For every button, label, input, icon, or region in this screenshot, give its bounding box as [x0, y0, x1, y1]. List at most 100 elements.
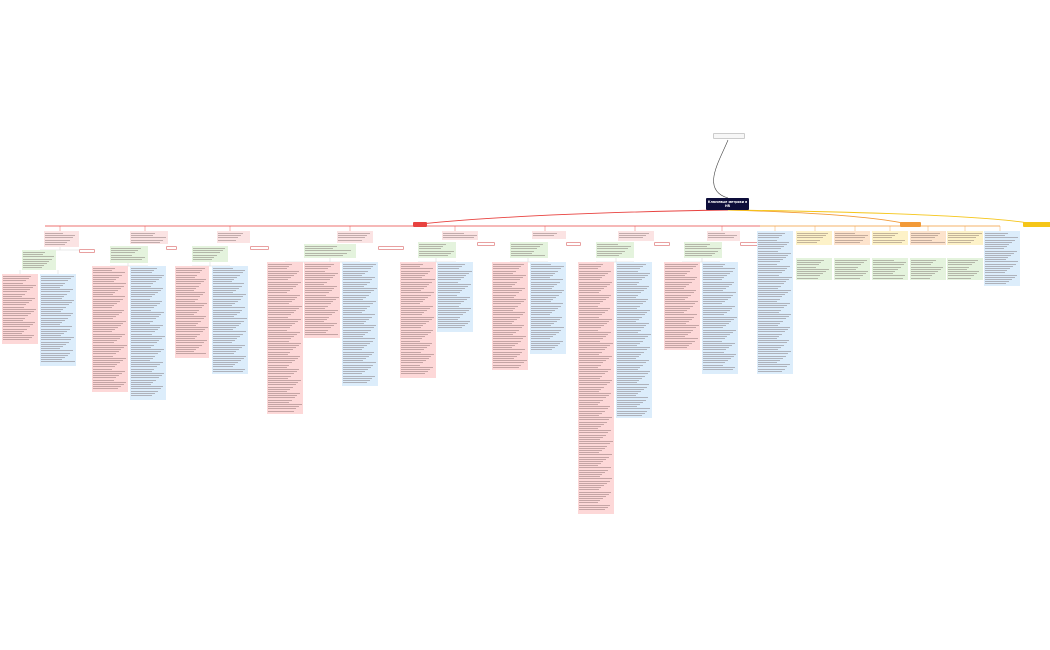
text-line: [176, 285, 199, 287]
orange-sub-2[interactable]: [834, 258, 870, 280]
text-line: [708, 235, 737, 236]
text-line: [3, 280, 26, 282]
desc-node-6[interactable]: [510, 242, 548, 258]
branch-header-5[interactable]: [442, 231, 478, 240]
text-line: [268, 285, 296, 287]
orange-header-2[interactable]: [834, 231, 870, 245]
side-tag-7[interactable]: [654, 242, 670, 246]
detail-blue-8[interactable]: [702, 262, 738, 374]
detail-blue-7[interactable]: [616, 262, 652, 418]
text-line: [758, 289, 791, 291]
text-line: [176, 287, 197, 289]
detail-red-6[interactable]: [492, 262, 528, 370]
text-line: [131, 296, 153, 298]
text-line: [131, 307, 155, 309]
root-node[interactable]: Ключевые метрики в HR: [706, 198, 749, 210]
desc-node-7[interactable]: [596, 242, 634, 258]
text-line: [176, 335, 198, 337]
text-line: [579, 347, 608, 348]
detail-blue-5[interactable]: [437, 262, 473, 332]
orange-header-5[interactable]: [947, 231, 983, 245]
orange-header-1[interactable]: [796, 231, 832, 245]
branch-header-3[interactable]: [217, 231, 250, 243]
side-tag-4[interactable]: [378, 246, 404, 250]
detail-red-2[interactable]: [92, 266, 128, 392]
orange-sub-4[interactable]: [910, 258, 946, 280]
text-line: [305, 316, 330, 318]
text-line: [176, 268, 205, 269]
branch-header-6[interactable]: [532, 231, 566, 239]
detail-blue-9[interactable]: [757, 231, 793, 374]
text-line: [797, 235, 826, 236]
side-tag-1[interactable]: [79, 249, 95, 253]
desc-node-1[interactable]: [22, 250, 56, 270]
text-line: [176, 298, 198, 300]
detail-blue-4[interactable]: [342, 262, 378, 386]
text-line: [41, 324, 60, 325]
orange-detail-blue[interactable]: [984, 231, 1020, 286]
text-line: [703, 281, 735, 283]
text-line: [579, 460, 604, 462]
text-line: [176, 342, 205, 344]
detail-blue-1[interactable]: [40, 274, 76, 366]
text-lines: [703, 264, 737, 373]
detail-red-3[interactable]: [175, 266, 209, 358]
orange-header-4[interactable]: [910, 231, 946, 245]
text-line: [617, 277, 645, 278]
text-line: [268, 318, 301, 320]
orange-sub-3[interactable]: [872, 258, 908, 280]
text-line: [531, 268, 561, 270]
orange-branch-tag[interactable]: [900, 222, 921, 227]
detail-red-4b[interactable]: [304, 262, 340, 338]
text-line: [911, 264, 931, 266]
desc-node-5[interactable]: [418, 242, 456, 258]
yellow-branch-tag[interactable]: [1023, 222, 1050, 227]
text-line: [438, 268, 460, 270]
red-branch-tag[interactable]: [413, 222, 427, 227]
branch-header-2[interactable]: [130, 231, 168, 244]
text-line: [305, 301, 334, 302]
side-tag-5[interactable]: [477, 242, 495, 246]
orange-header-3[interactable]: [872, 231, 908, 245]
detail-blue-2[interactable]: [130, 266, 166, 400]
text-line: [703, 292, 736, 294]
text-line: [579, 285, 607, 287]
text-line: [93, 276, 120, 278]
text-line: [131, 335, 165, 337]
side-tag-2[interactable]: [166, 246, 177, 250]
detail-red-4a[interactable]: [267, 262, 303, 414]
text-line: [213, 359, 241, 361]
branch-header-8[interactable]: [707, 231, 740, 241]
orange-sub-1[interactable]: [796, 258, 832, 280]
branch-header-1[interactable]: [44, 231, 79, 247]
text-line: [493, 283, 515, 285]
text-line: [703, 323, 729, 324]
desc-node-3[interactable]: [192, 246, 228, 262]
desc-node-4[interactable]: [304, 244, 356, 258]
detail-red-7[interactable]: [578, 262, 614, 514]
text-line: [401, 366, 433, 368]
detail-red-5[interactable]: [400, 262, 436, 378]
detail-blue-6[interactable]: [530, 262, 566, 354]
side-tag-3[interactable]: [250, 246, 269, 250]
side-tag-6[interactable]: [566, 242, 581, 246]
detail-blue-3[interactable]: [212, 266, 248, 374]
desc-node-2[interactable]: [110, 246, 148, 263]
text-line: [176, 274, 198, 276]
text-line: [401, 342, 433, 344]
desc-node-8[interactable]: [684, 242, 722, 258]
orange-sub-5[interactable]: [947, 258, 983, 280]
branch-header-4[interactable]: [337, 231, 373, 243]
text-line: [176, 324, 196, 326]
text-line: [493, 338, 524, 340]
detail-red-8[interactable]: [664, 262, 700, 350]
detail-red-1[interactable]: [2, 274, 38, 344]
side-tag-8[interactable]: [740, 242, 758, 246]
text-line: [531, 292, 562, 294]
text-lines: [419, 244, 455, 257]
branch-header-7[interactable]: [618, 231, 654, 241]
text-line: [531, 296, 557, 298]
text-line: [579, 296, 609, 298]
text-line: [131, 281, 157, 282]
text-line: [493, 325, 525, 326]
